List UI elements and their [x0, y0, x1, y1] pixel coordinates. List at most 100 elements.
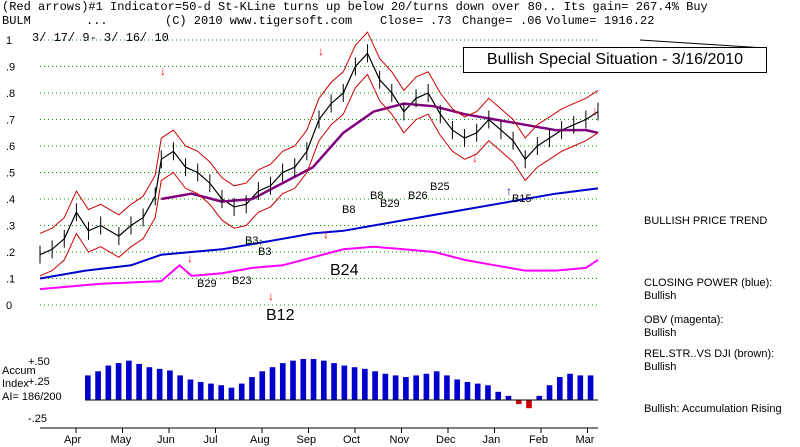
accum-bar — [474, 383, 481, 400]
accum-title: Accum — [2, 365, 36, 377]
close-value: .73 — [430, 14, 452, 28]
accum-bar — [167, 370, 173, 400]
signal-label: B12 — [266, 307, 295, 324]
price-panel — [39, 31, 599, 291]
accum-bar — [95, 371, 101, 400]
signal-label: B24 — [330, 262, 359, 279]
accum-bar — [187, 379, 194, 400]
signal-label: B8 — [370, 190, 383, 202]
accum-index-title: Index — [2, 378, 29, 390]
label-accum-rising: Bullish: Accumulation Rising — [644, 403, 782, 415]
accum-bar — [577, 375, 584, 400]
accumulation-index-panel — [85, 359, 598, 409]
accum-ai-value: AI= 186/200 — [2, 391, 62, 403]
signal-label: B15 — [512, 193, 532, 205]
accum-bar — [423, 373, 430, 400]
label-obv-status: Bullish — [644, 327, 677, 339]
ticker-symbol: BULM — [2, 14, 31, 28]
accum-bar — [403, 377, 409, 400]
label-rel-str: REL.STR..VS DJI (brown): — [644, 348, 775, 360]
volume-value: 1916.22 — [604, 14, 655, 28]
accum-bar — [115, 363, 122, 400]
buy-arrow: ↑ — [246, 235, 252, 249]
sell-arrow: ↓ — [187, 251, 193, 265]
signal-label: B26 — [408, 190, 428, 202]
signal-label: B29 — [380, 198, 400, 210]
signal-label: B29 — [197, 278, 217, 290]
accum-bar — [515, 400, 522, 405]
accum-bar — [218, 385, 225, 400]
accum-bar — [454, 379, 461, 400]
accum-bar — [331, 363, 337, 400]
accum-bar — [372, 371, 378, 400]
x-tick-label: Aug — [250, 434, 270, 446]
change-value: .06 — [520, 14, 542, 28]
copyright: (C) 2010 www.tigersoft.com — [165, 14, 353, 28]
x-tick-label: Dec — [436, 434, 456, 446]
date-range: 3/ 17/ 9- 3/ 16/ 10 — [32, 31, 169, 45]
accum-bar — [546, 385, 553, 400]
accum-bar — [269, 367, 276, 400]
closing-power-series — [39, 187, 599, 280]
label-closing-power-status: Bullish — [644, 290, 677, 302]
close-label: Close= — [380, 14, 424, 28]
change-label: Change= — [462, 14, 513, 28]
label-rel-str-status: Bullish — [644, 361, 677, 373]
accum-bar — [156, 368, 163, 400]
bollinger-upper — [39, 31, 599, 234]
accum-bar — [208, 383, 214, 400]
accum-bar — [392, 375, 399, 400]
signal-label: B8 — [342, 204, 355, 216]
accum-bar — [556, 377, 563, 400]
buy-arrow: ↑ — [258, 235, 264, 249]
accum-bar — [146, 367, 153, 400]
accum-bar — [413, 375, 419, 400]
accum-bar — [464, 381, 471, 400]
sell-arrow: ↓ — [323, 227, 329, 241]
x-tick-label: Mar — [576, 434, 595, 446]
x-tick-label: Feb — [529, 434, 548, 446]
y-tick-label: .8 — [6, 88, 15, 100]
title-pointer-line — [639, 39, 765, 49]
y-tick-label: .3 — [6, 221, 15, 233]
accum-bar — [362, 368, 368, 400]
accum-bar — [341, 365, 348, 400]
signal-label: B23 — [232, 275, 252, 287]
x-axis-ticks: Apr May Jun Jul Aug Sep Oct Nov Dec Jan Feb Mar — [40, 427, 598, 446]
label-price-trend: BULLISH PRICE TREND — [644, 215, 768, 227]
y-tick-label: 0 — [6, 300, 12, 312]
buy-arrow: ↑ — [506, 184, 512, 198]
accum-tick-m25: -.25 — [28, 413, 47, 425]
price-series — [39, 52, 599, 256]
x-tick-label: Jan — [483, 434, 501, 446]
sell-arrow: ↓ — [160, 64, 166, 78]
accum-bar — [259, 371, 266, 400]
accum-bar — [444, 375, 450, 400]
accum-bar — [526, 400, 532, 409]
y-axis-ticks: 1 .9 .8 .7 .6 .5 .4 .3 .2 .1 0 — [6, 35, 15, 312]
obv-series — [39, 245, 599, 291]
accum-tick-p50: +.50 — [28, 356, 50, 368]
signal-label: B25 — [430, 181, 450, 193]
accum-bar — [587, 375, 594, 400]
indicator-description: (Red arrows)#1 Indicator=50-d St-KLine t… — [2, 0, 708, 14]
accum-bar — [197, 381, 204, 400]
signal-label: B3 — [245, 235, 258, 247]
bollinger-lower — [39, 73, 599, 277]
accum-tick-p25: +.25 — [28, 376, 50, 388]
accum-bar — [382, 373, 389, 400]
y-tick-label: .6 — [6, 141, 15, 153]
x-tick-label: Nov — [390, 434, 410, 446]
y-tick-label: .7 — [6, 115, 15, 127]
x-tick-label: Oct — [343, 434, 360, 446]
sell-arrow: ↓ — [592, 104, 598, 118]
x-tick-label: Sep — [297, 434, 317, 446]
accum-bar — [126, 360, 132, 400]
accum-bar — [505, 395, 512, 400]
x-tick-label: May — [111, 434, 132, 446]
accum-bar — [177, 375, 183, 400]
accum-bar — [536, 395, 543, 400]
accum-bar — [136, 363, 142, 400]
signal-labels: B8B8B29B26B25B15B24B12B3B23B29B3↓↓↓↓↓↓↓↑… — [160, 39, 765, 324]
